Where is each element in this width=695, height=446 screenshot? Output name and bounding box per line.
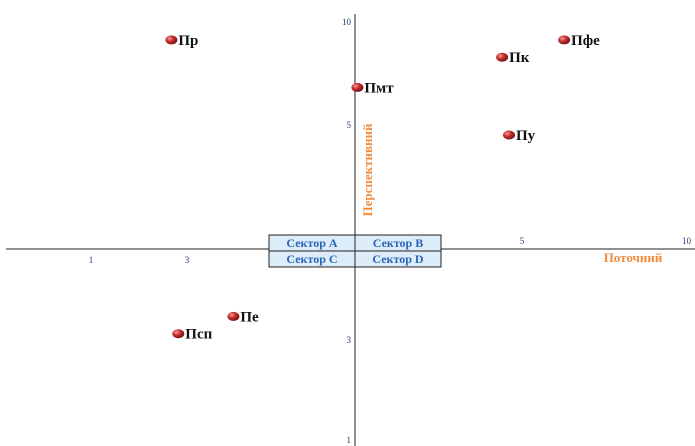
data-point-1 <box>165 35 178 45</box>
x-axis-title: Поточний <box>604 250 663 265</box>
y-tick-label: 3 <box>347 335 352 345</box>
points-layer: Пр Пфе Пк Пмт Пу Псп Пе <box>165 33 600 343</box>
sector-d-label: Сектор D <box>372 252 423 266</box>
data-point-5 <box>503 130 515 140</box>
data-point-label: Пфе <box>571 33 600 49</box>
y-tick-label: 5 <box>347 120 352 130</box>
data-point-label: Пу <box>516 128 536 144</box>
data-point-label: Псп <box>185 327 212 343</box>
data-point-6 <box>172 329 185 339</box>
sector-b-label: Сектор B <box>373 236 423 250</box>
sector-c-label: Сектор C <box>286 252 337 266</box>
data-point-label: Пмт <box>364 80 394 96</box>
data-point-label: Пр <box>178 33 198 49</box>
data-point-4 <box>351 82 364 92</box>
y-tick-label: 1 <box>347 435 352 445</box>
sector-d-box <box>354 250 442 268</box>
data-point-7 <box>227 311 240 321</box>
sector-a-label: Сектор A <box>286 236 337 250</box>
x-tick-label: 1 <box>89 255 94 265</box>
x-tick-label: 3 <box>185 255 190 265</box>
data-point-2 <box>558 35 571 45</box>
y-tick-label: 10 <box>342 17 352 27</box>
data-point-label: Пе <box>240 309 259 325</box>
data-point-label: Пк <box>509 50 530 66</box>
data-point-3 <box>496 52 509 62</box>
x-tick-label: 10 <box>682 236 692 246</box>
x-tick-label: 5 <box>520 236 525 246</box>
y-axis-title: Перспективний <box>360 123 375 217</box>
